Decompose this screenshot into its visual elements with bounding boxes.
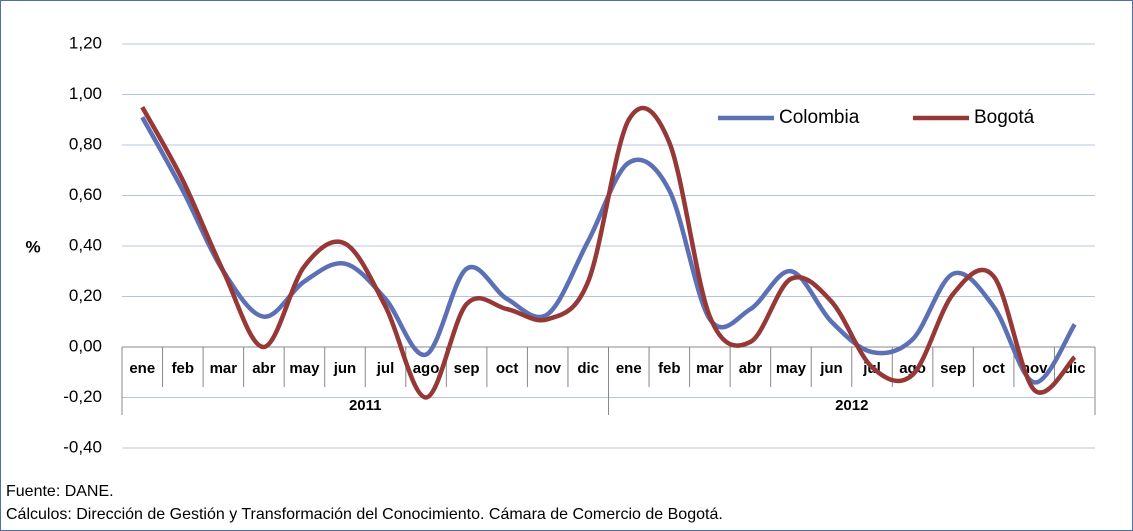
series-line [140,116,1077,385]
calc-note: Cálculos: Dirección de Gestión y Transfo… [6,506,723,523]
y-tick-label: 1,00 [69,84,102,103]
x-tick-label: ago [413,360,440,377]
x-tick-label: jul [376,360,395,377]
legend-label: Colombia [779,107,860,128]
x-tick-label: sep [940,360,966,377]
x-tick-label: dic [577,360,599,377]
y-tick-label: 0,00 [69,336,102,355]
x-tick-label: may [776,360,807,377]
x-tick-label: feb [658,360,681,377]
x-tick-label: abr [252,360,276,377]
x-tick-label: abr [739,360,763,377]
x-tick-label: oct [496,360,519,377]
source-note: Fuente: DANE. [6,483,114,500]
group-label: 2011 [349,397,382,414]
x-tick-label: sep [454,360,480,377]
x-tick-label: may [289,360,320,377]
y-tick-label: -0,40 [63,437,102,456]
x-tick-label: ene [129,360,155,377]
y-tick-label: 0,60 [69,185,102,204]
y-axis-title: % [25,237,40,256]
series-line [140,105,1077,400]
x-tick-label: jun [333,360,357,377]
y-tick-label: 0,40 [69,235,102,254]
x-tick-label: feb [172,360,195,377]
y-tick-label: 1,20 [69,33,102,52]
x-tick-label: nov [534,360,561,377]
x-tick-label: ene [616,360,642,377]
x-tick-label: mar [210,360,238,377]
x-tick-label: jun [819,360,843,377]
y-tick-label: -0,20 [63,387,102,406]
legend-label: Bogotá [974,107,1035,128]
x-tick-label: mar [696,360,724,377]
group-label: 2012 [835,397,868,414]
y-tick-label: 0,20 [69,286,102,305]
y-tick-label: 0,80 [69,134,102,153]
x-tick-label: oct [982,360,1005,377]
